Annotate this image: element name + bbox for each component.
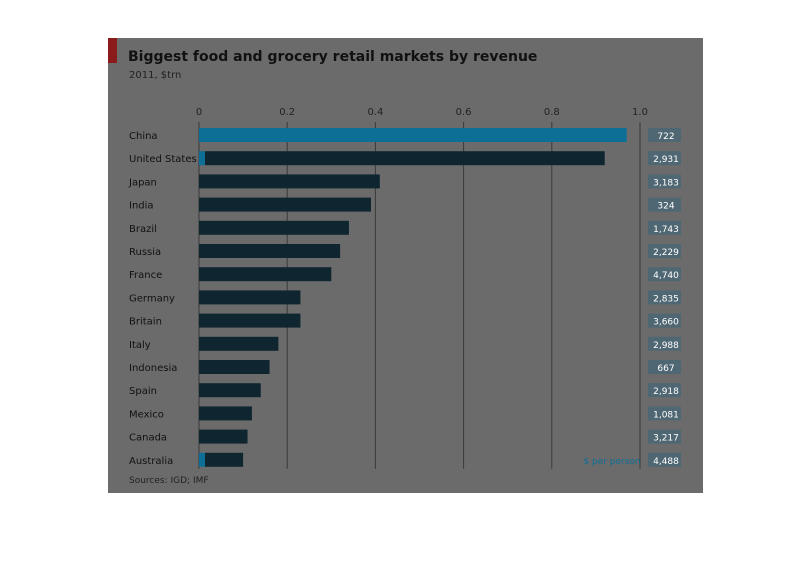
category-label: China: [129, 131, 158, 142]
bar: [199, 336, 279, 351]
per-person-value: 722: [657, 132, 674, 142]
x-tick-label: 1.0: [632, 107, 648, 118]
category-label: Australia: [129, 456, 173, 467]
x-tick-label: 0.8: [544, 107, 560, 118]
per-person-value: 1,081: [653, 410, 679, 420]
per-person-value: 1,743: [653, 225, 679, 235]
bar-highlight-tab: [199, 128, 205, 142]
category-label: Japan: [128, 177, 157, 188]
bar: [199, 383, 261, 398]
per-person-value: 2,931: [653, 155, 679, 165]
bar: [199, 290, 301, 305]
chart-title: Biggest food and grocery retail markets …: [128, 49, 538, 65]
per-person-box: [648, 406, 681, 421]
category-label: Russia: [129, 247, 161, 258]
category-label: United States: [129, 154, 197, 165]
category-label: Italy: [129, 340, 151, 351]
category-label: Spain: [129, 386, 157, 397]
bar: [205, 452, 244, 467]
category-label: India: [129, 201, 154, 212]
per-person-value: 2,918: [653, 387, 679, 397]
per-person-value: 4,740: [653, 271, 679, 281]
bar-highlight-tab: [199, 151, 205, 166]
per-person-box: [648, 220, 681, 235]
secondary-series-label: $ per person: [583, 457, 640, 467]
category-label: Mexico: [129, 409, 164, 420]
x-tick-label: 0.2: [279, 107, 295, 118]
per-person-box: [648, 174, 681, 189]
per-person-box: [648, 151, 681, 166]
per-person-box: [648, 360, 681, 374]
chart-subtitle: 2011, $trn: [129, 70, 182, 81]
category-label: Germany: [129, 293, 175, 304]
bar: [205, 151, 605, 166]
per-person-value: 3,217: [653, 434, 679, 444]
per-person-value: 2,229: [653, 248, 679, 258]
bar: [199, 174, 380, 189]
per-person-box: [648, 429, 681, 444]
per-person-value: 4,488: [653, 457, 679, 467]
category-label: France: [129, 270, 162, 281]
per-person-box: [648, 452, 681, 467]
bar: [199, 429, 248, 444]
x-tick-label: 0.6: [456, 107, 472, 118]
per-person-value: 3,183: [653, 178, 679, 188]
category-label: Britain: [129, 317, 162, 328]
per-person-box: [648, 244, 681, 258]
per-person-box: [648, 128, 681, 142]
bar: [199, 244, 341, 258]
bar: [205, 128, 627, 142]
bar: [199, 197, 371, 212]
per-person-value: 2,835: [653, 294, 679, 304]
source-note: Sources: IGD; IMF: [129, 476, 209, 486]
per-person-box: [648, 336, 681, 351]
per-person-value: 324: [657, 202, 674, 212]
per-person-value: 667: [657, 364, 674, 374]
bar: [199, 267, 332, 282]
bar-highlight-tab: [199, 452, 205, 467]
category-label: Canada: [129, 433, 167, 444]
per-person-box: [648, 383, 681, 398]
accent-tag: [108, 38, 117, 63]
x-tick-label: 0.4: [367, 107, 383, 118]
bar: [199, 313, 301, 328]
per-person-box: [648, 267, 681, 282]
per-person-value: 3,660: [653, 318, 679, 328]
per-person-box: [648, 197, 681, 212]
bar: [199, 220, 349, 235]
bar: [199, 360, 270, 374]
bar: [199, 406, 252, 421]
per-person-value: 2,988: [653, 341, 679, 351]
category-label: Indonesia: [129, 363, 177, 374]
x-tick-label: 0: [196, 107, 202, 118]
per-person-box: [648, 313, 681, 328]
category-label: Brazil: [129, 224, 157, 235]
per-person-box: [648, 290, 681, 305]
